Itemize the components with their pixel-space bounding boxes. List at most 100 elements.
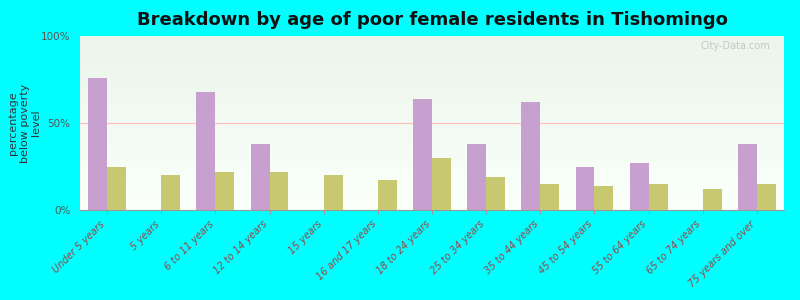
Bar	[738, 144, 757, 210]
Bar	[80, 135, 784, 137]
Bar	[486, 177, 505, 210]
Bar	[80, 130, 784, 132]
Bar	[80, 46, 784, 48]
Text: percentage
below poverty
level: percentage below poverty level	[8, 83, 42, 163]
Bar	[80, 161, 784, 163]
Bar	[80, 86, 784, 88]
Bar	[80, 107, 784, 109]
Bar	[80, 206, 784, 208]
Bar	[80, 179, 784, 180]
Bar	[324, 175, 342, 210]
Bar	[522, 102, 540, 210]
Title: Breakdown by age of poor female residents in Tishomingo: Breakdown by age of poor female resident…	[137, 11, 727, 29]
Bar	[80, 196, 784, 198]
Bar	[80, 92, 784, 93]
Bar	[80, 177, 784, 179]
Bar	[162, 175, 180, 210]
Bar	[80, 203, 784, 205]
Bar	[80, 160, 784, 161]
Bar	[80, 125, 784, 127]
Bar	[80, 137, 784, 139]
Bar	[80, 73, 784, 74]
Bar	[80, 112, 784, 114]
Bar	[80, 111, 784, 112]
Bar	[80, 170, 784, 172]
Bar	[80, 85, 784, 86]
Bar	[80, 173, 784, 175]
Bar	[80, 180, 784, 182]
Bar	[80, 134, 784, 135]
Bar	[80, 121, 784, 123]
Bar	[80, 127, 784, 128]
Bar	[80, 69, 784, 71]
Bar	[432, 158, 451, 210]
Bar	[80, 43, 784, 45]
Bar	[80, 142, 784, 144]
Bar	[80, 184, 784, 186]
Bar	[80, 146, 784, 147]
Bar	[80, 198, 784, 200]
Bar	[80, 167, 784, 168]
Bar	[80, 93, 784, 95]
Bar	[80, 194, 784, 196]
Bar	[80, 132, 784, 134]
Bar	[80, 74, 784, 76]
Bar	[270, 172, 289, 210]
Bar	[80, 144, 784, 146]
Bar	[80, 66, 784, 67]
Bar	[80, 45, 784, 46]
Bar	[80, 50, 784, 52]
Bar	[630, 163, 649, 210]
Bar	[594, 186, 614, 210]
Bar	[80, 119, 784, 121]
Bar	[80, 158, 784, 160]
Bar	[80, 80, 784, 81]
Bar	[80, 147, 784, 149]
Bar	[197, 92, 215, 210]
Bar	[250, 144, 270, 210]
Bar	[80, 153, 784, 154]
Bar	[80, 48, 784, 50]
Bar	[80, 60, 784, 62]
Bar	[80, 71, 784, 73]
Bar	[80, 109, 784, 111]
Bar	[80, 154, 784, 156]
Bar	[80, 57, 784, 58]
Bar	[80, 200, 784, 201]
Bar	[80, 156, 784, 158]
Bar	[80, 36, 784, 38]
Bar	[107, 167, 126, 210]
Bar	[575, 167, 594, 210]
Bar	[80, 208, 784, 210]
Bar	[80, 64, 784, 66]
Bar	[80, 104, 784, 106]
Bar	[80, 62, 784, 64]
Bar	[80, 201, 784, 203]
Bar	[80, 52, 784, 53]
Bar	[413, 99, 432, 210]
Bar	[80, 205, 784, 206]
Bar	[467, 144, 486, 210]
Bar	[80, 99, 784, 100]
Bar	[80, 163, 784, 165]
Bar	[80, 102, 784, 104]
Bar	[80, 90, 784, 92]
Bar	[80, 67, 784, 69]
Bar	[80, 175, 784, 177]
Bar	[80, 78, 784, 80]
Bar	[540, 184, 559, 210]
Text: City-Data.com: City-Data.com	[700, 41, 770, 51]
Bar	[80, 188, 784, 189]
Bar	[80, 41, 784, 43]
Bar	[80, 128, 784, 130]
Bar	[80, 118, 784, 119]
Bar	[80, 140, 784, 142]
Bar	[80, 83, 784, 85]
Bar	[80, 191, 784, 193]
Bar	[80, 193, 784, 194]
Bar	[80, 186, 784, 188]
Bar	[80, 114, 784, 116]
Bar	[215, 172, 234, 210]
Bar	[80, 165, 784, 167]
Bar	[757, 184, 776, 210]
